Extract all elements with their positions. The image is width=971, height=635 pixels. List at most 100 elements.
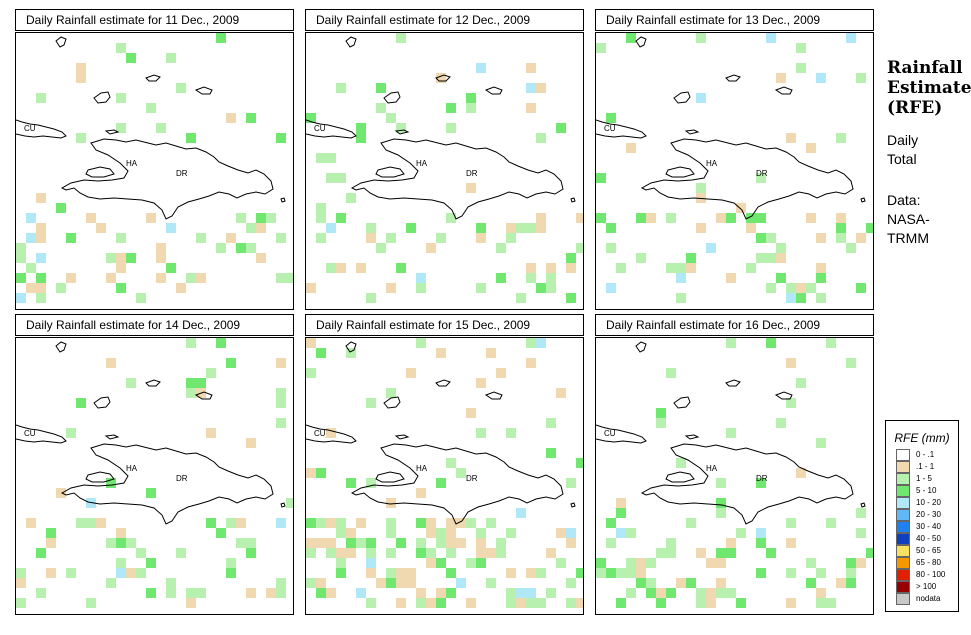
rainfall-cell — [846, 578, 856, 588]
rainfall-cell — [356, 588, 366, 598]
rainfall-cell — [396, 538, 406, 548]
rainfall-cell — [706, 243, 716, 253]
coastline-path — [383, 396, 401, 409]
rainfall-cell — [756, 233, 766, 243]
rainfall-cell — [326, 588, 336, 598]
legend-label: 40 - 50 — [916, 534, 941, 543]
rainfall-cell — [526, 263, 536, 273]
rainfall-cell — [806, 578, 816, 588]
rainfall-cell — [536, 283, 546, 293]
rainfall-cell — [466, 103, 476, 113]
coastline-path — [640, 443, 854, 525]
rainfall-cell — [76, 133, 86, 143]
rainfall-cell — [386, 498, 396, 508]
rainfall-cell — [416, 338, 426, 348]
coastline — [596, 341, 866, 525]
rainfall-cell — [616, 568, 626, 578]
rainfall-cell — [246, 588, 256, 598]
rainfall-cell — [286, 498, 293, 508]
rainfall-cell — [236, 213, 246, 223]
label-ha: HA — [706, 464, 718, 473]
rainfall-cell — [546, 283, 556, 293]
rainfall-cell — [436, 73, 446, 83]
rainfall-cell — [506, 233, 516, 243]
rainfall-cells — [596, 33, 873, 303]
rainfall-cell — [396, 263, 406, 273]
rainfall-cell — [436, 233, 446, 243]
panel-title-3: Daily Rainfall estimate for 13 Dec., 200… — [595, 9, 874, 31]
rainfall-cell — [526, 83, 536, 93]
rainfall-cell — [136, 568, 146, 578]
rainfall-cell — [186, 378, 196, 388]
rainfall-cell — [466, 598, 476, 608]
rainfall-cell — [146, 213, 156, 223]
panel-title-1: Daily Rainfall estimate for 11 Dec., 200… — [15, 9, 294, 31]
rainfall-cell — [636, 558, 646, 568]
rainfall-cell — [596, 173, 606, 183]
rainfall-cell — [756, 568, 766, 578]
rainfall-cell — [556, 123, 566, 133]
rainfall-cell — [476, 283, 486, 293]
legend-swatch — [896, 593, 910, 605]
rainfall-cell — [776, 418, 786, 428]
rainfall-cell — [116, 233, 126, 243]
coastline — [306, 341, 576, 525]
rainfall-cell — [326, 538, 336, 548]
rainfall-cell — [646, 558, 656, 568]
rainfall-cell — [376, 83, 386, 93]
rainfall-cell — [606, 113, 616, 123]
rainfall-cell — [826, 518, 836, 528]
rainfall-cell — [506, 568, 516, 578]
rainfall-cell — [516, 588, 526, 598]
rainfall-cell — [746, 263, 756, 273]
rainfall-cell — [76, 73, 86, 83]
rainfall-cell — [476, 538, 486, 548]
rainfall-cell — [676, 578, 686, 588]
rainfall-cell — [496, 273, 506, 283]
coastline-path — [55, 341, 67, 353]
rainfall-cell — [506, 598, 516, 608]
coastline-path — [484, 86, 503, 95]
coastline-path — [570, 197, 576, 203]
rainfall-cell — [106, 478, 116, 488]
rainfall-cell — [546, 448, 556, 458]
rainfall-cell — [816, 233, 826, 243]
rainfall-cell — [636, 568, 646, 578]
rainfall-cell — [696, 183, 706, 193]
rainfall-cell — [66, 233, 76, 243]
legend-title: RFE (mm) — [894, 431, 950, 445]
rainfall-cell — [526, 103, 536, 113]
rainfall-cell — [436, 528, 446, 538]
map-svg: CU HA DR — [596, 338, 873, 608]
rainfall-cell — [316, 348, 326, 358]
panel-title-6: Daily Rainfall estimate for 16 Dec., 200… — [595, 314, 874, 336]
rainfall-cell — [676, 293, 686, 303]
rainfall-cell — [326, 173, 336, 183]
coastline-path — [774, 86, 793, 95]
rainfall-cell — [546, 273, 556, 283]
coastline-path — [280, 197, 286, 203]
rainfall-cell — [716, 498, 726, 508]
rainfall-cell — [846, 33, 856, 43]
rainfall-cell — [386, 233, 396, 243]
coastline-path — [635, 36, 647, 48]
rainfall-cell — [436, 478, 446, 488]
rainfall-cell — [356, 123, 366, 133]
rainfall-cell — [336, 83, 346, 93]
rainfall-cell — [316, 213, 326, 223]
rainfall-cell — [796, 468, 806, 478]
rainfall-cell — [326, 548, 336, 558]
rainfall-cell — [406, 578, 416, 588]
rainfall-cell — [476, 428, 486, 438]
rainfall-cell — [726, 273, 736, 283]
rainfall-cell — [836, 133, 846, 143]
rainfall-cell — [536, 338, 546, 348]
rainfall-cell — [36, 193, 46, 203]
rainfall-cell — [116, 263, 126, 273]
rainfall-cell — [186, 133, 196, 143]
rainfall-cell — [366, 548, 376, 558]
rainfall-cell — [316, 468, 326, 478]
rainfall-cell — [836, 223, 846, 233]
rainfall-cell — [366, 233, 376, 243]
rainfall-cell — [106, 358, 116, 368]
